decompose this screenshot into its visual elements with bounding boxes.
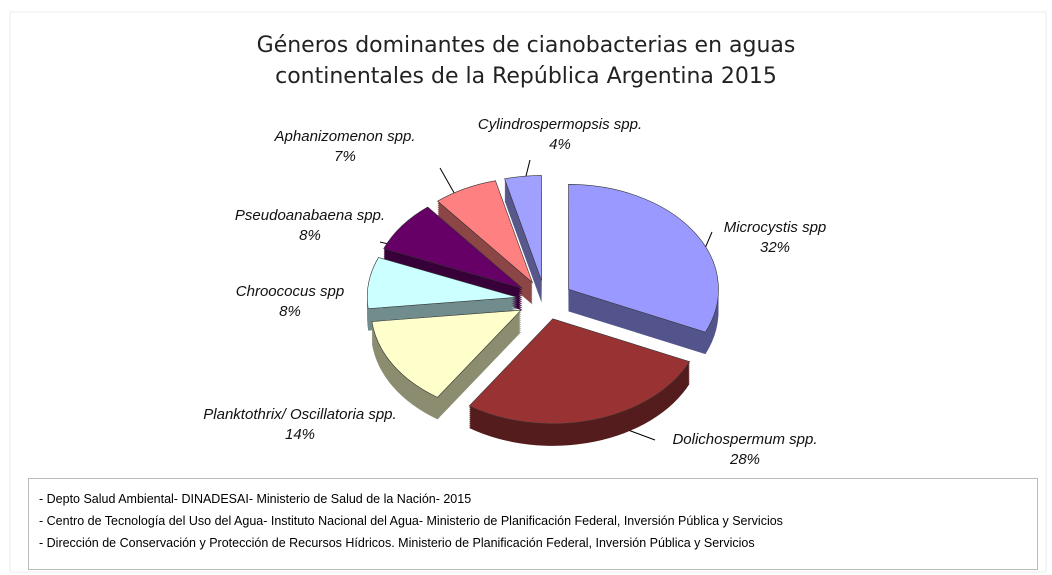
slice-top <box>468 318 691 425</box>
category-label: Chroococus spp <box>235 283 345 300</box>
value-label: 8% <box>299 227 321 244</box>
slice-label: Dolichospermum spp. 28% <box>640 430 850 470</box>
value-label: 28% <box>729 451 761 468</box>
note: - Centro de Tecnología del Uso del Agua-… <box>39 514 783 528</box>
frame <box>9 11 1047 573</box>
value-label: 4% <box>549 136 571 153</box>
category-label: Planktothrix/ Oscillatoria spp. <box>203 406 397 423</box>
slice-top <box>568 184 719 333</box>
slice <box>366 257 518 331</box>
category-label: Aphanizomenon spp. <box>274 128 416 145</box>
slice-label: Planktothrix/ Oscillatoria spp. 14% <box>190 405 410 445</box>
slice <box>371 309 522 420</box>
slice-label: Cylindrospermopsis spp. 4% <box>440 115 680 155</box>
chart-title: Géneros dominantes de cianobacterias en … <box>256 33 796 89</box>
slice-label: Pseudoanabaena spp. 8% <box>200 206 420 246</box>
slice-top <box>383 206 523 289</box>
note: - Dirección de Conservación y Protección… <box>39 536 755 550</box>
slice-top <box>504 175 542 281</box>
slice-top <box>371 309 522 398</box>
slice-label: Microcystis spp 32% <box>700 218 850 258</box>
slice-top <box>366 257 518 309</box>
value-label: 8% <box>279 303 301 320</box>
category-label: Pseudoanabaena spp. <box>234 207 386 224</box>
note: - Depto Salud Ambiental- DINADESAI- Mini… <box>39 492 472 506</box>
slice <box>504 175 542 303</box>
slice-label: Aphanizomenon spp. 7% <box>240 127 450 167</box>
category-label: Cylindrospermopsis spp. <box>477 116 643 133</box>
slice <box>437 180 534 305</box>
value-label: 7% <box>334 148 356 165</box>
slice-top <box>437 180 534 284</box>
notes: - Depto Salud Ambiental- DINADESAI- Mini… <box>28 478 1038 570</box>
slice <box>383 206 523 311</box>
slice <box>568 184 719 355</box>
value-label: 32% <box>759 239 791 256</box>
category-label: Microcystis spp <box>723 219 827 236</box>
slice <box>468 318 691 446</box>
slice-label: Chroococus spp 8% <box>210 282 370 322</box>
pie <box>366 175 719 446</box>
value-label: 14% <box>284 426 316 443</box>
category-label: Dolichospermum spp. <box>672 431 818 448</box>
